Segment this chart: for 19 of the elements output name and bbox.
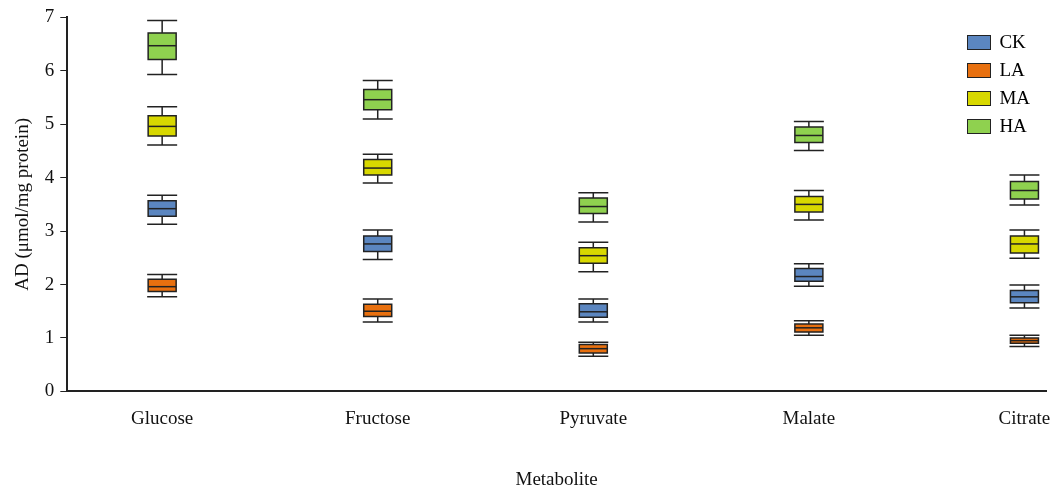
x-axis-title: Metabolite [515,467,598,489]
x-tick-label: Citrate [998,406,1051,428]
x-tick-label: Pyruvate [559,406,628,428]
y-tick-label: 2 [44,272,55,294]
legend-label: MA [999,86,1030,110]
y-tick-label: 1 [44,325,55,347]
y-tick-label: 6 [44,58,55,80]
x-tick-label: Malate [782,406,836,428]
y-tick-label: 4 [44,165,55,187]
x-tick-label: Fructose [345,406,411,428]
legend-label: CK [999,30,1026,54]
x-tick-label: Glucose [131,406,194,428]
y-axis-title: AD (μmol/mg protein) [11,118,34,291]
y-tick-label: 0 [44,379,55,401]
legend-label: HA [999,114,1027,138]
y-tick-label: 5 [44,112,55,134]
legend-label: LA [999,58,1025,82]
y-tick-label: 3 [44,219,55,241]
y-tick-label: 7 [44,5,55,27]
